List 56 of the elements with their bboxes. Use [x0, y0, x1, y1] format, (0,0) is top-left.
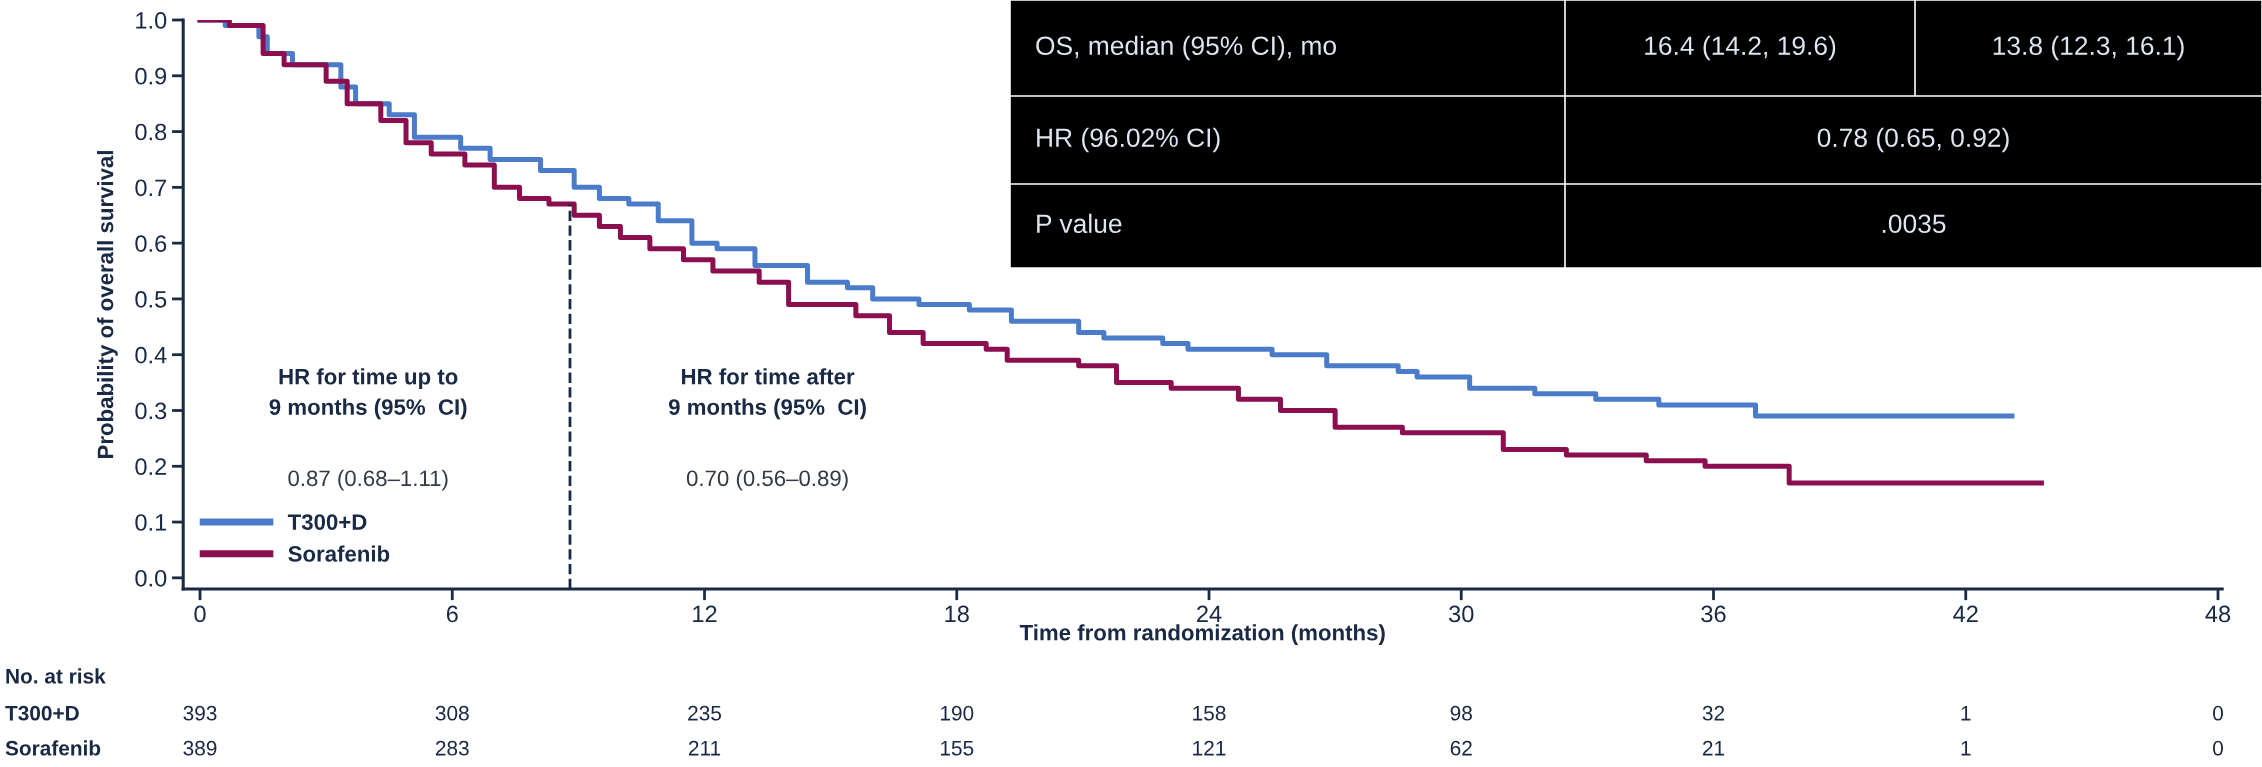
x-tick-label: 30 [1449, 605, 1474, 623]
text: 190 [940, 705, 974, 721]
text: 283 [435, 740, 469, 756]
annotation: HR for time after 9 months (95% CI) [668, 368, 866, 420]
annotation: P value [1037, 213, 1122, 234]
annotation: HR for time up to 9 months (95% CI) [269, 368, 467, 420]
x-tick-label: 36 [1701, 605, 1726, 623]
annotation: 0.78 (0.65, 0.92) [1817, 127, 2009, 153]
text: 211 [688, 740, 721, 756]
text: 62 [1450, 740, 1472, 756]
text: 0 [2213, 740, 2223, 756]
annotation: OS, median (95% CI), mo [1036, 35, 1336, 61]
x-tick-label: 6 [446, 605, 458, 623]
text: 1 [1961, 741, 1971, 756]
text: 308 [435, 705, 469, 721]
x-tick-label: 42 [1953, 605, 1978, 623]
x-tick-label: 12 [693, 605, 717, 623]
x-tick-label: 18 [945, 605, 969, 623]
y-tick-label: 0.1 [135, 514, 167, 531]
text: 235 [688, 705, 722, 721]
text: 21 [1702, 740, 1725, 756]
y-tick-label: 1.0 [136, 12, 167, 29]
y-tick-label: 0.8 [135, 123, 167, 141]
legend-label: Sorafenib [288, 545, 390, 562]
y-tick-label: 0.7 [135, 179, 167, 197]
annotation: 0.87 (0.68–1.11) [288, 469, 448, 491]
text: 389 [183, 740, 217, 756]
text: 0 [2213, 705, 2223, 721]
x-axis-title: Time from randomization (months) [1019, 624, 1385, 645]
y-axis-title: Probability of overall survival [97, 151, 118, 458]
text: 393 [183, 705, 217, 721]
y-tick-label: 0.6 [135, 235, 167, 252]
text: 121 [1193, 740, 1226, 756]
text: 32 [1702, 705, 1725, 721]
annotation: 16.4 (14.2, 19.6) [1645, 35, 1836, 61]
y-tick-label: 0.4 [135, 346, 167, 364]
x-tick-label: 48 [2205, 605, 2231, 623]
legend-label: T300+D [287, 514, 367, 530]
text: 1 [1961, 706, 1971, 721]
text: 158 [1193, 705, 1226, 721]
annotation: 0.70 (0.56–0.89) [686, 469, 848, 491]
text: T300+D [5, 705, 79, 721]
y-tick-label: 0.3 [135, 402, 167, 420]
x-tick-label: 0 [194, 605, 206, 623]
x-tick-label: 24 [1197, 605, 1222, 623]
y-tick-label: 0.5 [135, 290, 167, 308]
annotation: .0035 [1882, 214, 1946, 234]
annotation: 13.8 (12.3, 16.1) [1993, 35, 2184, 61]
y-tick-label: 0.0 [135, 569, 167, 587]
y-tick-label: 0.9 [135, 67, 167, 85]
text: Sorafenib [5, 740, 101, 756]
text: 155 [940, 741, 974, 756]
text: No. at risk [6, 668, 106, 684]
y-tick-label: 0.2 [135, 458, 167, 476]
text: 98 [1450, 705, 1472, 721]
annotation: HR (96.02% CI) [1037, 127, 1220, 153]
